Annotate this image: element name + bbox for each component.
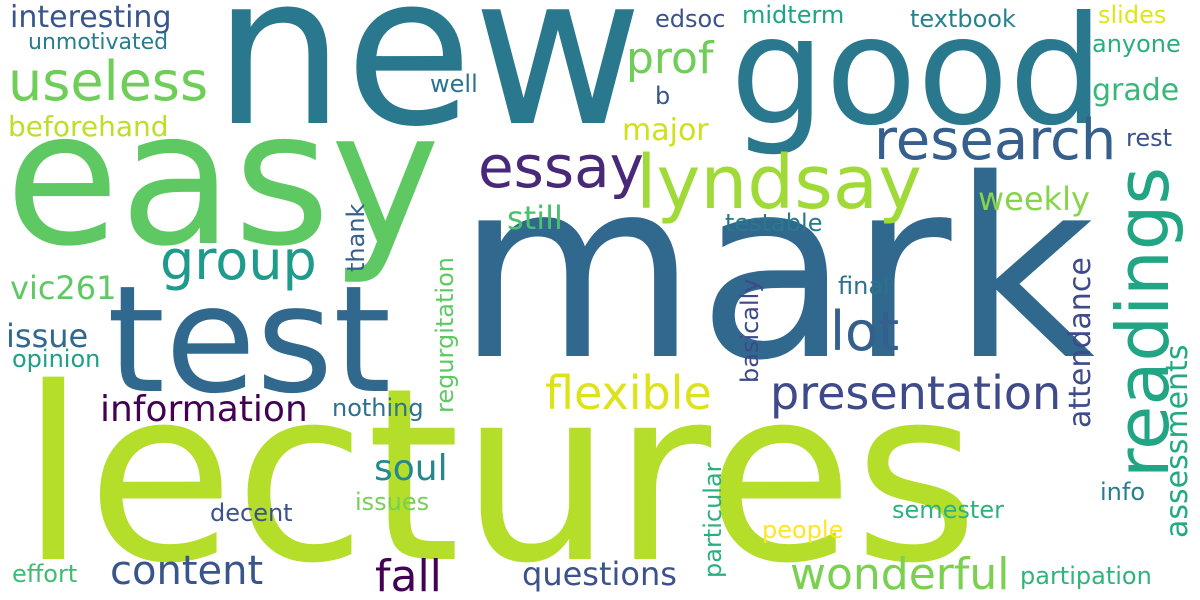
word-assessments: assessments [1160, 344, 1195, 538]
word-good: good [730, 0, 1104, 159]
word-beforehand: beforehand [8, 110, 169, 143]
word-b: b [655, 82, 671, 110]
word-presentation: presentation [770, 366, 1062, 420]
word-vic261: vic261 [10, 269, 117, 307]
word-effort: effort [12, 560, 78, 588]
word-final: final [838, 272, 890, 300]
word-weekly: weekly [978, 180, 1090, 218]
word-opinion: opinion [12, 345, 101, 373]
word-issue: issue [6, 317, 89, 355]
word-mark: mark [456, 127, 1096, 415]
word-still: still [507, 199, 563, 237]
word-midterm: midterm [742, 1, 845, 29]
word-fall: fall [375, 551, 442, 600]
word-thank: thank [342, 203, 370, 272]
word-decent: decent [210, 499, 293, 527]
word-test: test [107, 254, 392, 426]
word-regurgitation: regurgitation [431, 257, 459, 413]
word-unmotivated: unmotivated [28, 30, 169, 55]
word-issues: issues [355, 488, 430, 516]
word-edsoc: edsoc [655, 5, 726, 33]
word-prof: prof [626, 33, 714, 84]
word-information: information [100, 389, 308, 430]
word-nothing: nothing [332, 394, 424, 422]
word-essay: essay [478, 133, 644, 201]
word-content: content [110, 548, 264, 594]
word-semester: semester [892, 496, 1004, 524]
word-lyndsay: lyndsay [636, 140, 922, 226]
word-soul: soul [374, 448, 448, 489]
word-anyone: anyone [1092, 30, 1181, 58]
word-lot: lot [830, 300, 900, 363]
word-grade: grade [1092, 73, 1180, 108]
word-wonderful: wonderful [790, 549, 1010, 600]
word-lectures: lectures [20, 336, 979, 600]
word-research: research [874, 108, 1117, 173]
word-info: info [1100, 478, 1146, 506]
word-interesting: interesting [10, 0, 172, 35]
word-easy: easy [5, 70, 441, 287]
word-people: people [762, 516, 844, 544]
word-major: major [622, 113, 709, 148]
word-well: well [430, 70, 478, 98]
word-partipation: partipation [1020, 562, 1152, 590]
word-useless: useless [8, 50, 209, 113]
word-rest: rest [1126, 124, 1173, 152]
word-flexible: flexible [545, 366, 712, 420]
word-attendance: attendance [1063, 257, 1098, 428]
word-questions: questions [522, 555, 677, 593]
word-particular: particular [699, 462, 727, 578]
word-group: group [160, 229, 317, 292]
word-basically: basically [736, 278, 764, 383]
word-testable: testable [725, 209, 823, 237]
word-slides: slides [1098, 1, 1167, 29]
word-new: new [213, 0, 643, 173]
word-textbook: textbook [910, 5, 1016, 33]
